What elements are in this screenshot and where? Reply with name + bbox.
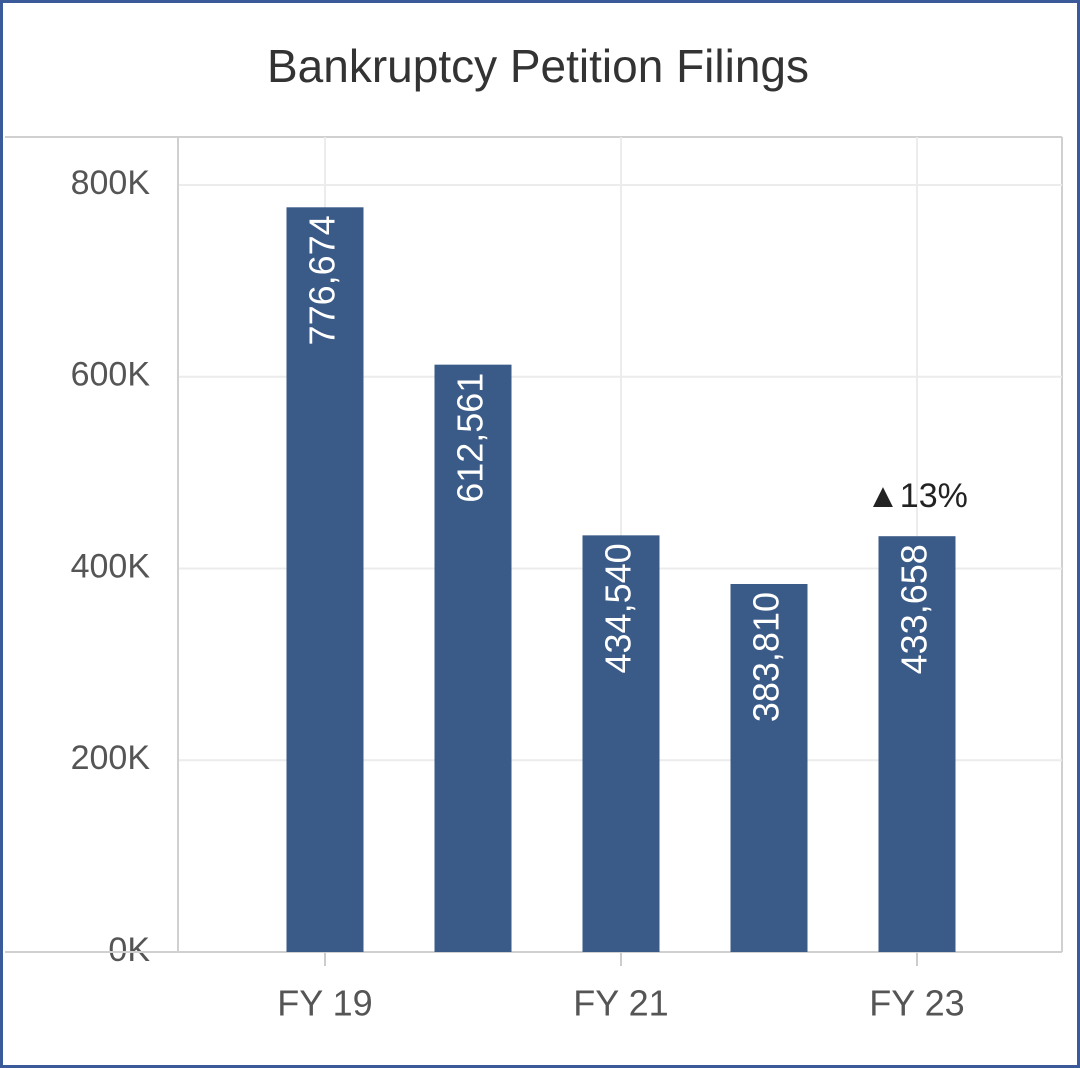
- bar: [582, 535, 660, 952]
- y-tick-label: 200K: [71, 739, 151, 777]
- value-label: 433,658: [894, 544, 935, 674]
- x-tick-label: FY 21: [573, 983, 668, 1024]
- value-label: 434,540: [598, 543, 639, 673]
- x-tick-label: FY 23: [869, 983, 964, 1024]
- chart-title: Bankruptcy Petition Filings: [267, 40, 809, 92]
- bar: [434, 364, 512, 952]
- bar: [286, 207, 364, 952]
- value-label: 612,561: [450, 373, 491, 503]
- bar: [730, 583, 808, 952]
- x-tick-label: FY 19: [277, 983, 372, 1024]
- value-label: 776,674: [302, 215, 343, 345]
- annotation: ▲13%: [866, 477, 968, 515]
- bar: [878, 536, 956, 952]
- y-tick-label: 800K: [71, 164, 151, 202]
- value-label: 383,810: [746, 592, 787, 722]
- y-tick-label: 0K: [108, 931, 150, 969]
- y-tick-label: 600K: [71, 356, 151, 394]
- y-tick-label: 400K: [71, 547, 151, 585]
